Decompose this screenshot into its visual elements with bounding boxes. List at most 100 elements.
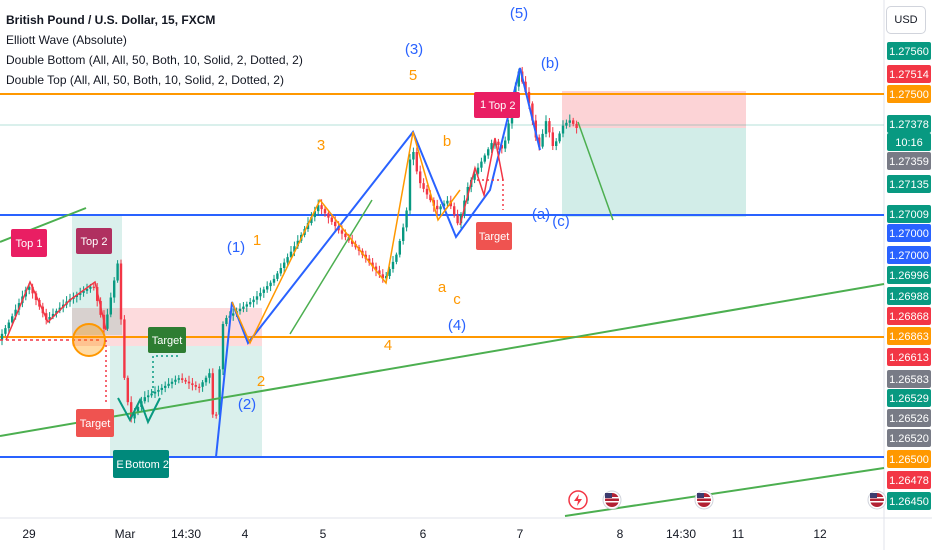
us-flag-icon-3[interactable] [867, 490, 887, 510]
price-axis-label: 1.26996 [887, 266, 931, 284]
elliott-wave-orange [231, 131, 461, 345]
price-axis-label-text: 1.27135 [889, 179, 929, 191]
time-axis-tick: 4 [242, 527, 249, 541]
elliott-wave-blue [215, 67, 541, 458]
candle-body [201, 382, 204, 387]
trendline-green-drop[interactable] [577, 121, 614, 221]
price-axis-label: 1.26500 [887, 450, 931, 468]
indicator-elliott-wave[interactable]: Elliott Wave (Absolute) [6, 33, 127, 47]
double-top-left-pattern [5, 280, 107, 341]
price-axis-label-text: 10:16 [895, 137, 923, 149]
candle-body [310, 217, 313, 224]
price-axis-label: 1.27009 [887, 205, 931, 223]
top2-left-label[interactable]: Top 2 [76, 228, 112, 254]
candle-body [276, 273, 279, 279]
wave-label-b-blue: (b) [541, 55, 559, 72]
candle-body [561, 125, 565, 134]
price-axis-label-text: 1.26526 [889, 413, 929, 425]
candle-body [419, 171, 422, 184]
lightning-event-icon[interactable] [568, 490, 588, 510]
target-right-label[interactable]: Target [476, 222, 512, 250]
candle-body [531, 103, 534, 121]
chart-legend: British Pound / U.S. Dollar, 15, FXCM El… [6, 10, 303, 90]
candle-body [31, 286, 34, 294]
indicator-double-top[interactable]: Double Top (All, All, 50, Both, 10, Soli… [6, 73, 284, 87]
candle-body [211, 373, 214, 415]
us-flag-icon[interactable] [602, 490, 622, 510]
candle-body [473, 173, 476, 180]
trendline-green-channel[interactable] [289, 199, 373, 335]
time-axis-tick: 14:30 [666, 527, 696, 541]
candle-body [208, 373, 211, 378]
candle-body [572, 120, 575, 124]
candle-body [327, 213, 330, 218]
bottom2-label[interactable]: E Bottom 2 [113, 450, 169, 478]
price-axis-label-text: 1.27560 [889, 46, 929, 58]
price-axis-label-text: 1.26520 [889, 433, 929, 445]
time-axis-tick: 7 [517, 527, 524, 541]
wave-label-3-orange: 3 [317, 137, 325, 154]
pattern-highlight-circle [72, 323, 106, 357]
candle-body [126, 377, 129, 403]
candle-body [544, 121, 548, 134]
candle-body [191, 383, 194, 386]
candle-body [517, 71, 520, 87]
candle-body [313, 211, 316, 218]
target-dotted-right [477, 179, 504, 210]
target-left-label[interactable]: Target [76, 409, 114, 437]
candle-body [204, 377, 208, 383]
target-right-label-text: Target [479, 231, 510, 243]
candle-body [164, 385, 167, 388]
candle-body [480, 161, 483, 168]
bottom2-label-text: Bottom 2 [125, 459, 169, 471]
trendline-green-main[interactable] [0, 283, 885, 437]
price-axis-label: 1.27560 [887, 42, 931, 60]
price-axis-label-text: 1.26996 [889, 270, 929, 282]
candle-body [181, 378, 184, 380]
wave-label-4-orange: 4 [384, 337, 392, 354]
price-axis-label-text: 1.26613 [889, 352, 929, 364]
candle-body [320, 205, 323, 210]
price-axis[interactable]: 1.27560 1.27514 1.27500 1.27378 10:16 1.27359… [887, 42, 931, 510]
trendline-green-bottom[interactable] [564, 467, 885, 517]
wave-label-5-blue: (5) [510, 5, 528, 22]
candle-body [551, 132, 554, 146]
price-axis-label-text: 1.27000 [889, 228, 929, 240]
candle-body [507, 123, 510, 141]
candle-body [242, 306, 245, 309]
us-flag-icon-2[interactable] [694, 490, 714, 510]
time-axis[interactable]: 29 Mar 14:30 4 5 6 7 8 14:30 11 12 [22, 527, 827, 541]
price-axis-label: 1.26450 [887, 492, 931, 510]
indicator-double-bottom[interactable]: Double Bottom (All, All, 50, Both, 10, S… [6, 53, 303, 67]
candle-body [279, 268, 282, 274]
candle-body [504, 140, 507, 149]
currency-button[interactable]: USD [886, 6, 926, 34]
price-axis-label-text: 1.26863 [889, 331, 929, 343]
price-axis-label-text: 1.27378 [889, 119, 929, 131]
candle-body [293, 246, 296, 252]
candle-body [317, 205, 320, 212]
target-mid-label[interactable]: Target [148, 327, 186, 353]
candle-body [330, 217, 333, 222]
candle-body [412, 152, 415, 160]
candle-body [198, 386, 201, 388]
symbol-title[interactable]: British Pound / U.S. Dollar, 15, FXCM [6, 13, 216, 27]
time-axis-tick: 6 [420, 527, 427, 541]
top2-right-stub-text: 1 [480, 99, 486, 111]
candle-body [255, 296, 259, 300]
candle-body [221, 324, 225, 370]
top1-label[interactable]: Top 1 [11, 229, 47, 257]
candle-body [490, 143, 493, 150]
candle-body [170, 381, 174, 384]
price-axis-label: 1.26478 [887, 471, 931, 489]
time-axis-tick: Mar [115, 527, 136, 541]
price-axis-label: 10:16 [887, 133, 931, 151]
price-axis-label: 1.27000 [887, 224, 931, 242]
top2-right-label[interactable]: 1 Top 2 [474, 92, 520, 118]
candle-body [157, 389, 160, 392]
target-dotted-mid [152, 355, 180, 393]
candle-body [130, 402, 133, 419]
candle-body [14, 309, 17, 317]
candle-body [82, 290, 85, 293]
